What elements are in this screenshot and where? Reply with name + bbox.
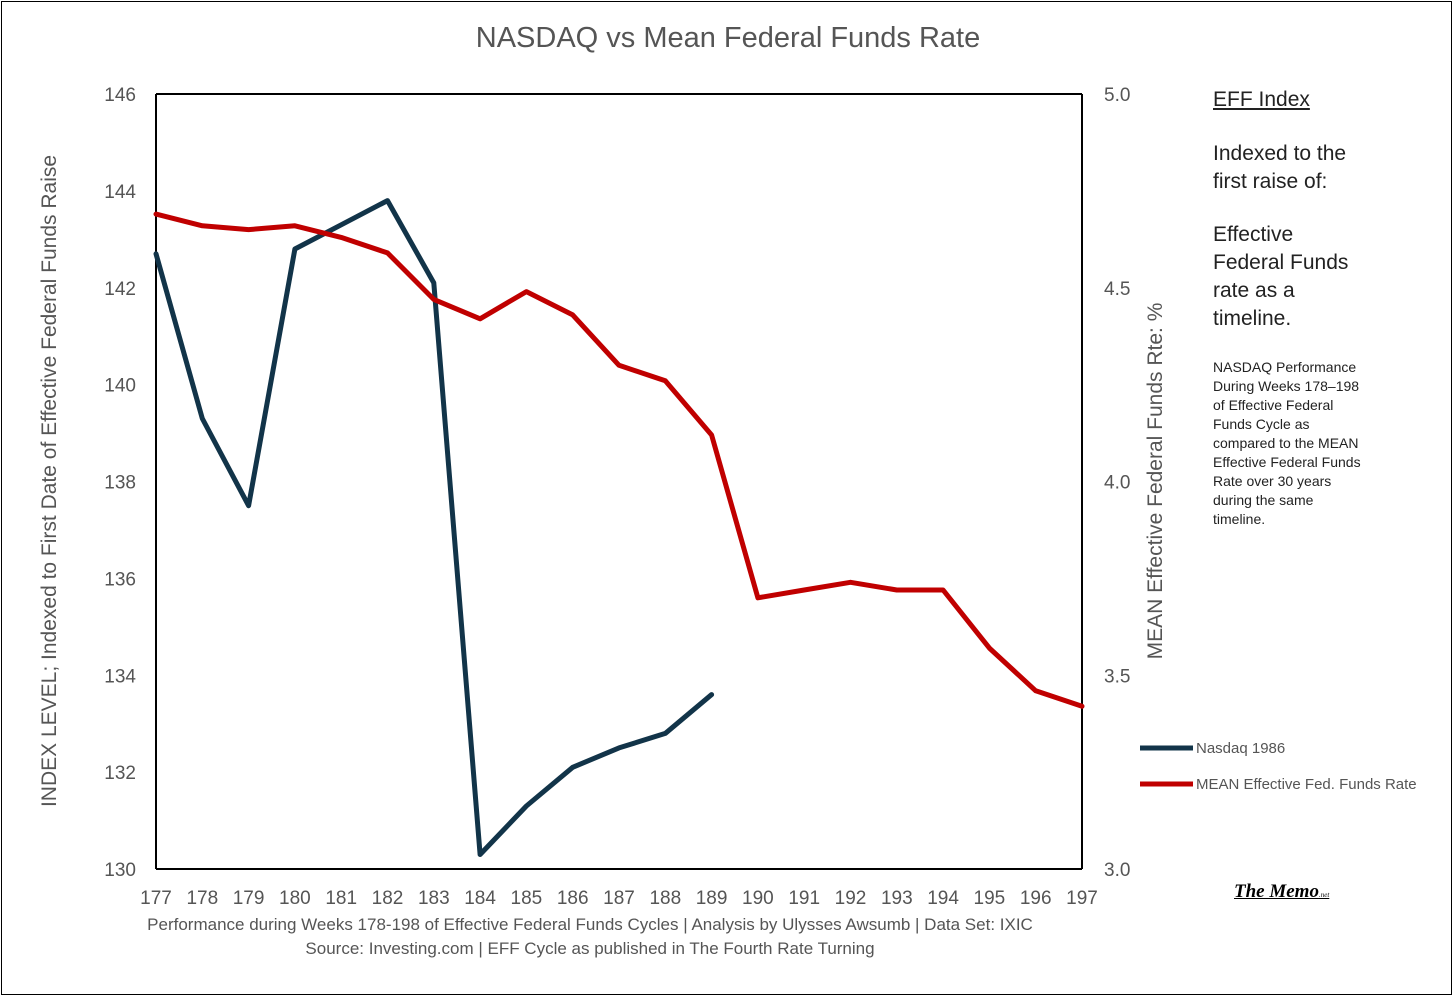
- x-tick-label: 179: [233, 888, 265, 909]
- y-axis-left-title: INDEX LEVEL; Indexed to First Date of Ef…: [38, 155, 61, 807]
- chart-axes: [155, 93, 1083, 870]
- side-panel: EFF Index Indexed to the first raise of:…: [1213, 88, 1448, 529]
- x-tick-label: 183: [418, 888, 450, 909]
- x-tick-label: 177: [140, 888, 172, 909]
- side-heading: EFF Index: [1213, 88, 1310, 111]
- x-tick-label: 194: [927, 888, 959, 909]
- legend-label-0: Nasdaq 1986: [1196, 740, 1285, 757]
- x-tick-label: 195: [974, 888, 1006, 909]
- x-tick-label: 190: [742, 888, 774, 909]
- y-left-tick-label: 146: [104, 85, 136, 106]
- x-tick-label: 192: [835, 888, 867, 909]
- legend-label-1: MEAN Effective Fed. Funds Rate: [1196, 776, 1417, 793]
- x-tick-label: 178: [186, 888, 218, 909]
- x-tick-label: 182: [372, 888, 404, 909]
- x-tick-label: 186: [557, 888, 589, 909]
- legend: Nasdaq 1986 MEAN Effective Fed. Funds Rat…: [1140, 740, 1417, 793]
- y-left-tick-label: 130: [104, 860, 136, 881]
- brand-logo: The Memo.net: [1234, 881, 1329, 903]
- y-left-tick-label: 136: [104, 569, 136, 590]
- x-tick-label: 191: [788, 888, 820, 909]
- y-left-tick-label: 144: [104, 182, 136, 203]
- y-axis-right-title: MEAN Effective Federal Funds Rte: %: [1144, 303, 1167, 660]
- y-left-tick-label: 134: [104, 666, 136, 687]
- y-right-tick-label: 4.5: [1104, 279, 1130, 300]
- x-tick-label: 181: [325, 888, 357, 909]
- x-tick-label: 188: [649, 888, 681, 909]
- x-tick-label: 193: [881, 888, 913, 909]
- series-lines: [153, 198, 1085, 857]
- footer-line-1: Performance during Weeks 178-198 of Effe…: [147, 915, 1033, 934]
- series-line-1: [153, 211, 1085, 709]
- y-right-tick-label: 5.0: [1104, 85, 1130, 106]
- footer-caption: Performance during Weeks 178-198 of Effe…: [100, 913, 1080, 961]
- x-tick-label: 184: [464, 888, 496, 909]
- logo-main: The Memo: [1234, 881, 1319, 902]
- chart-title: NASDAQ vs Mean Federal Funds Rate: [475, 22, 981, 54]
- y-right-tick-label: 3.5: [1104, 666, 1130, 687]
- y-left-tick-label: 132: [104, 763, 136, 784]
- tick-labels: 130 132 134 136 138 140 142 144 146 3.0 3.5 4.0 4.5 5…: [104, 85, 1130, 909]
- x-tick-label: 197: [1066, 888, 1098, 909]
- x-tick-label: 185: [511, 888, 543, 909]
- x-tick-label: 196: [1020, 888, 1052, 909]
- y-left-tick-label: 138: [104, 473, 136, 494]
- footer-line-2: Source: Investing.com | EFF Cycle as pub…: [305, 939, 875, 958]
- x-tick-label: 189: [696, 888, 728, 909]
- side-description: NASDAQ Performance During Weeks 178–198 …: [1213, 359, 1361, 527]
- x-tick-label: 180: [279, 888, 311, 909]
- logo-suffix: .net: [1318, 891, 1330, 899]
- y-left-tick-label: 142: [104, 279, 136, 300]
- side-indexed-text: Indexed to the first raise of:: [1213, 142, 1347, 193]
- y-left-tick-label: 140: [104, 376, 136, 397]
- x-tick-label: 187: [603, 888, 635, 909]
- y-right-tick-label: 3.0: [1104, 860, 1130, 881]
- y-right-tick-label: 4.0: [1104, 473, 1130, 494]
- side-effective-text: Effective Federal Funds rate as a timeli…: [1213, 223, 1349, 330]
